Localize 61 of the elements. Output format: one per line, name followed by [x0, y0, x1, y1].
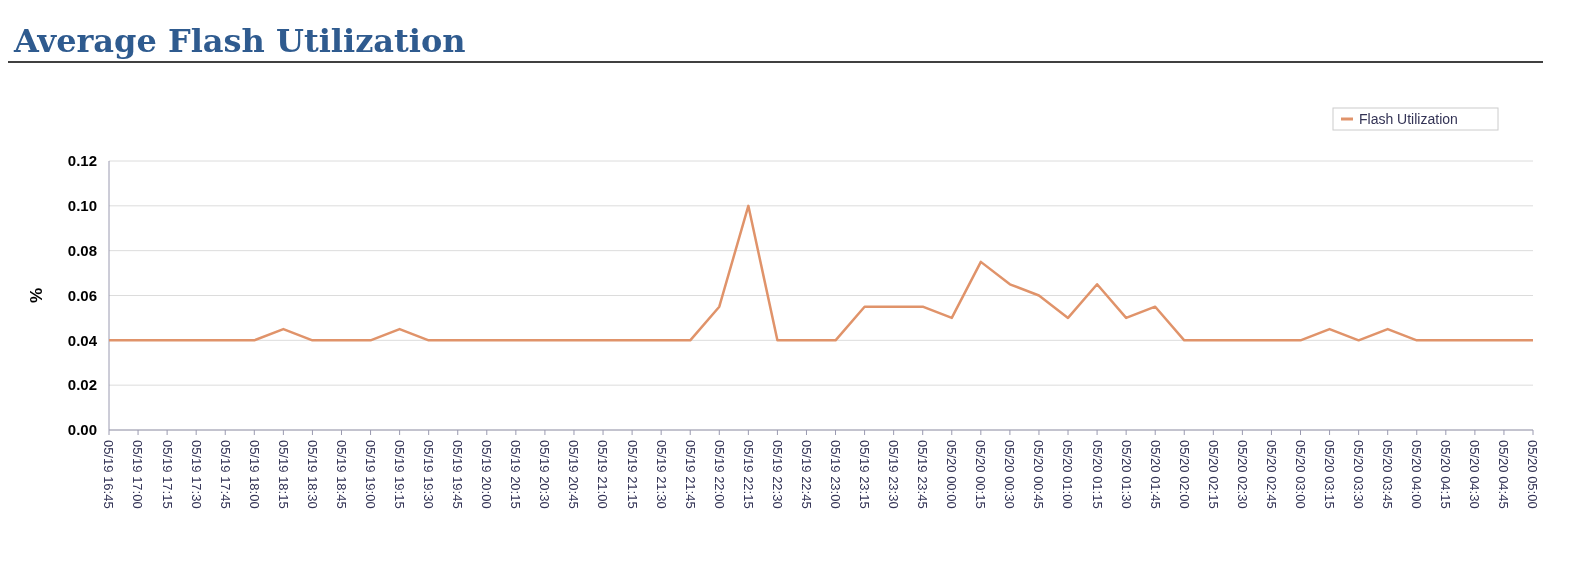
- x-tick-label: 05/20 03:30: [1351, 440, 1367, 509]
- x-tick-label: 05/20 02:15: [1205, 440, 1221, 509]
- x-tick-label: 05/19 21:45: [682, 440, 698, 509]
- x-tick-label: 05/19 21:00: [595, 440, 611, 509]
- x-tick-label: 05/19 20:00: [479, 440, 495, 509]
- x-tick-label: 05/19 19:45: [450, 440, 466, 509]
- x-tick-label: 05/19 17:00: [130, 440, 146, 509]
- y-tick-label: 0.06: [67, 286, 97, 304]
- x-tick-label: 05/19 22:30: [769, 440, 785, 509]
- x-tick-label: 05/20 01:15: [1089, 440, 1105, 509]
- x-tick-label: 05/20 00:00: [944, 440, 960, 509]
- y-tick-label: 0.08: [67, 241, 97, 259]
- x-tick-label: 05/19 23:45: [915, 440, 931, 509]
- x-tick-label: 05/20 00:45: [1031, 440, 1047, 509]
- x-tick-label: 05/20 04:15: [1438, 440, 1454, 509]
- x-tick-label: 05/20 02:30: [1234, 440, 1250, 509]
- y-axis-title: %: [27, 287, 46, 304]
- x-tick-label: 05/20 02:45: [1263, 440, 1279, 509]
- x-tick-label: 05/19 16:45: [101, 440, 117, 509]
- chart-title: Average Flash Utilization: [13, 22, 466, 60]
- x-tick-label: 05/20 00:30: [1002, 440, 1018, 509]
- x-tick-label: 05/19 17:45: [217, 440, 233, 509]
- x-tick-label: 05/19 20:45: [566, 440, 582, 509]
- x-tick-label: 05/20 01:00: [1060, 440, 1076, 509]
- x-tick-label: 05/19 19:30: [421, 440, 437, 509]
- line-series: [107, 204, 1535, 342]
- x-tick-label: 05/20 03:45: [1380, 440, 1396, 509]
- x-tick-label: 05/19 18:30: [304, 440, 320, 509]
- y-tick-label: 0.00: [67, 421, 97, 439]
- x-tick-label: 05/19 19:15: [392, 440, 408, 509]
- x-tick-label: 05/20 00:15: [973, 440, 989, 509]
- y-tick-label: 0.10: [67, 197, 97, 215]
- legend-label: Flash Utilization: [1359, 110, 1458, 127]
- x-tick-label: 05/19 18:15: [275, 440, 291, 509]
- x-tick-label: 05/19 23:15: [857, 440, 873, 509]
- x-tick-label: 05/19 20:30: [537, 440, 553, 509]
- x-tick-label: 05/20 03:00: [1292, 440, 1308, 509]
- x-tick-label: 05/20 01:45: [1147, 440, 1163, 509]
- x-tick-label: 05/20 01:30: [1118, 440, 1134, 509]
- y-tick-label: 0.12: [67, 152, 97, 170]
- y-tick-label: 0.04: [67, 331, 98, 349]
- x-tick-label: 05/20 02:00: [1176, 440, 1192, 509]
- x-tick-label: 05/19 17:15: [159, 440, 175, 509]
- x-tick-label: 05/19 17:30: [188, 440, 204, 509]
- x-tick-label: 05/20 04:00: [1409, 440, 1425, 509]
- x-tick-label: 05/19 19:00: [363, 440, 378, 509]
- x-tick-label: 05/19 23:00: [827, 440, 843, 509]
- x-tick-label: 05/19 21:15: [624, 440, 640, 509]
- x-tick-label: 05/19 21:30: [653, 440, 669, 509]
- x-tick-label: 05/19 20:15: [508, 440, 524, 509]
- x-tick-label: 05/19 18:00: [246, 440, 262, 509]
- x-tick-label: 05/19 22:00: [711, 440, 727, 509]
- x-tick-label: 05/20 04:45: [1496, 440, 1512, 509]
- x-tick-label: 05/20 03:15: [1322, 440, 1338, 509]
- x-tick-label: 05/19 22:45: [798, 440, 814, 509]
- x-tick-label: 05/19 22:15: [740, 440, 756, 509]
- y-tick-label: 0.02: [67, 376, 97, 394]
- x-tick-label: 05/19 23:30: [886, 440, 902, 509]
- x-tick-label: 05/19 18:45: [333, 440, 349, 509]
- x-tick-label: 05/20 04:30: [1467, 440, 1483, 509]
- x-tick-label: 05/20 05:00: [1525, 440, 1541, 509]
